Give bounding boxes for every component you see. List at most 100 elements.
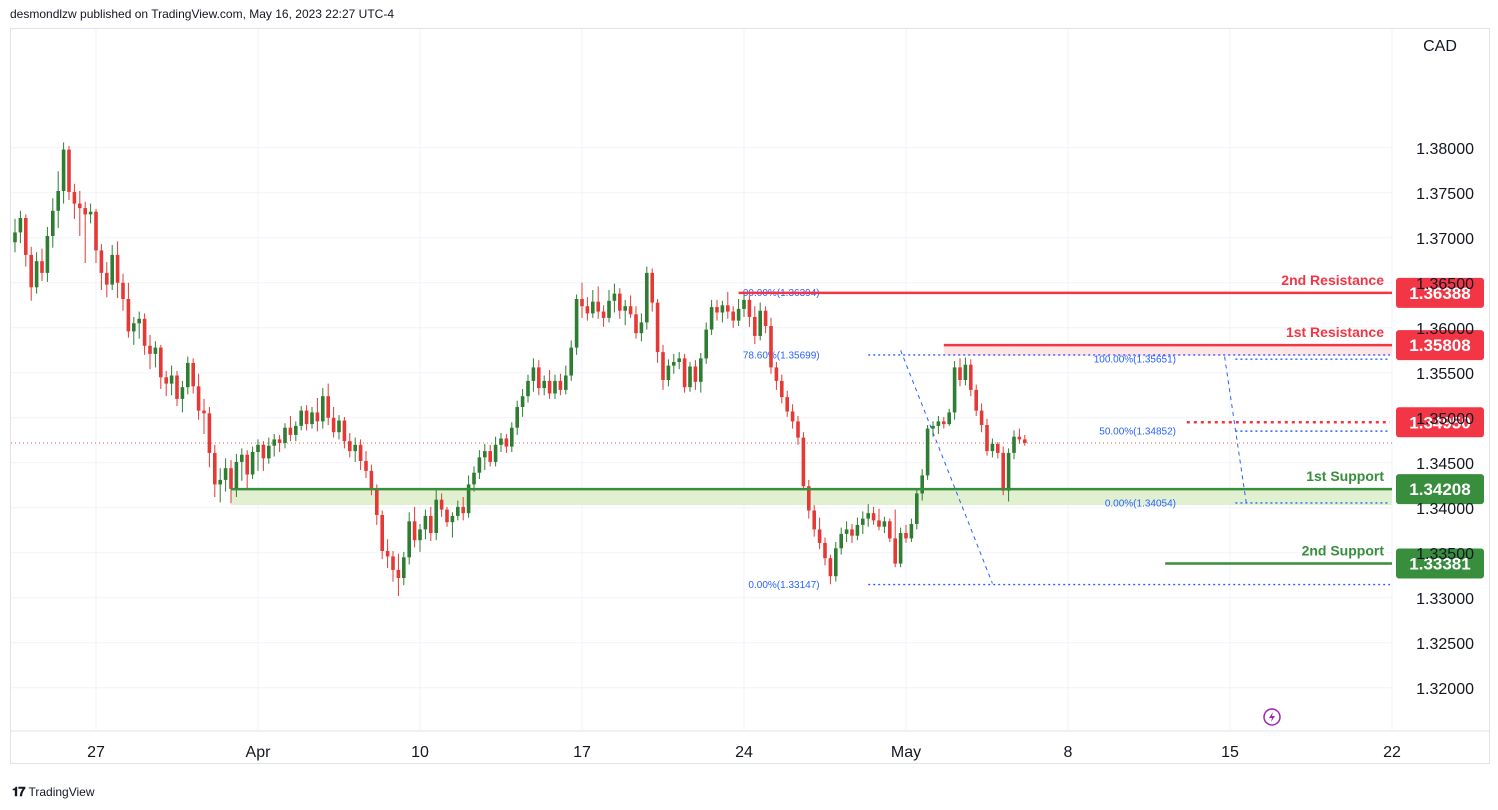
- candle: [655, 299, 660, 363]
- candle-body: [218, 479, 222, 485]
- candle-body: [294, 425, 298, 435]
- price-badge[interactable]: [1396, 407, 1484, 438]
- candle-body: [456, 506, 460, 516]
- candle: [472, 466, 476, 492]
- candle: [121, 273, 125, 311]
- candle: [742, 293, 746, 317]
- footer-brand: TradingView: [28, 785, 95, 799]
- candle: [499, 433, 503, 452]
- candle-body: [709, 307, 714, 330]
- candle: [807, 479, 811, 519]
- candle: [396, 553, 401, 596]
- candle: [925, 425, 930, 480]
- candle: [418, 524, 422, 552]
- candle-body: [785, 397, 789, 412]
- candle: [688, 362, 692, 392]
- y-tick-label: 1.36500: [1416, 276, 1474, 293]
- candle: [256, 439, 260, 471]
- price-badge[interactable]: [1396, 548, 1484, 579]
- candle-body: [51, 210, 55, 236]
- lightning-icon[interactable]: [1263, 708, 1281, 726]
- candle: [385, 539, 390, 569]
- candle-body: [688, 366, 692, 388]
- candle-body: [504, 438, 509, 447]
- candle-body: [164, 377, 168, 384]
- candle-body: [396, 569, 401, 578]
- candle-body: [618, 293, 622, 311]
- candle: [310, 407, 314, 429]
- support-zone: [231, 489, 1392, 506]
- candle-body: [888, 521, 892, 539]
- candle: [612, 283, 617, 313]
- candle: [882, 516, 887, 533]
- candle: [13, 218, 17, 253]
- candle-body: [45, 236, 50, 273]
- candle: [423, 509, 428, 540]
- currency-label: CAD: [1423, 38, 1457, 55]
- candle: [283, 423, 287, 449]
- candle-body: [542, 380, 546, 389]
- candle: [115, 241, 120, 299]
- candle-body: [105, 272, 109, 285]
- candle: [466, 475, 471, 518]
- price-badge[interactable]: [1396, 474, 1484, 505]
- candle: [817, 517, 822, 550]
- candle-body: [315, 412, 320, 422]
- price-axis: 1.38000 1.37500 1.37000 1.36500 1.36000 1.355…: [1416, 141, 1474, 698]
- candle-body: [580, 299, 584, 307]
- candle: [828, 554, 833, 585]
- y-tick-label: 1.35000: [1416, 411, 1474, 428]
- candle: [931, 421, 935, 437]
- candle-body: [547, 380, 552, 394]
- candle-body: [121, 282, 125, 299]
- candle: [402, 551, 406, 586]
- x-tick-label: 17: [573, 744, 591, 761]
- candle: [682, 353, 687, 393]
- candle-body: [996, 443, 1000, 453]
- candle-body: [639, 322, 644, 334]
- candle: [990, 438, 995, 458]
- candle-body: [650, 272, 654, 303]
- candle-body: [677, 358, 681, 362]
- candle: [391, 551, 395, 582]
- candle: [580, 282, 584, 318]
- price-badge[interactable]: [1396, 277, 1484, 308]
- candle-body: [520, 396, 525, 407]
- candle-body: [682, 358, 687, 388]
- tradingview-logo-icon: 𝟏𝟕: [12, 784, 26, 799]
- candle: [763, 306, 768, 334]
- candle: [969, 359, 973, 397]
- candle: [564, 365, 568, 395]
- candle-body: [736, 308, 741, 321]
- candle-body: [326, 396, 330, 418]
- candle-body: [601, 311, 606, 318]
- candle-body: [483, 451, 487, 458]
- candle-body: [947, 412, 951, 425]
- candle: [877, 508, 881, 531]
- y-tick-label: 1.34500: [1416, 456, 1474, 473]
- candle-body: [812, 510, 816, 530]
- candle: [785, 390, 789, 417]
- candle-body: [364, 461, 368, 471]
- candle: [348, 433, 352, 458]
- candle-body: [758, 310, 762, 336]
- candle-body: [515, 407, 519, 428]
- x-tick-label: 10: [411, 744, 429, 761]
- candle-body: [1023, 439, 1027, 443]
- candle: [456, 500, 460, 521]
- candle-body: [186, 362, 190, 388]
- candle: [78, 191, 82, 236]
- candle-body: [450, 515, 455, 523]
- candle-body: [132, 323, 136, 332]
- candle: [596, 286, 600, 319]
- candle: [180, 380, 185, 413]
- candle: [699, 353, 703, 393]
- price-badge[interactable]: [1396, 330, 1484, 361]
- candle: [186, 356, 190, 395]
- candle-body: [1006, 452, 1011, 491]
- candle: [790, 404, 795, 429]
- y-tick-label: 1.38000: [1416, 141, 1474, 158]
- zones: [231, 344, 1392, 506]
- x-tick-label: May: [891, 744, 921, 761]
